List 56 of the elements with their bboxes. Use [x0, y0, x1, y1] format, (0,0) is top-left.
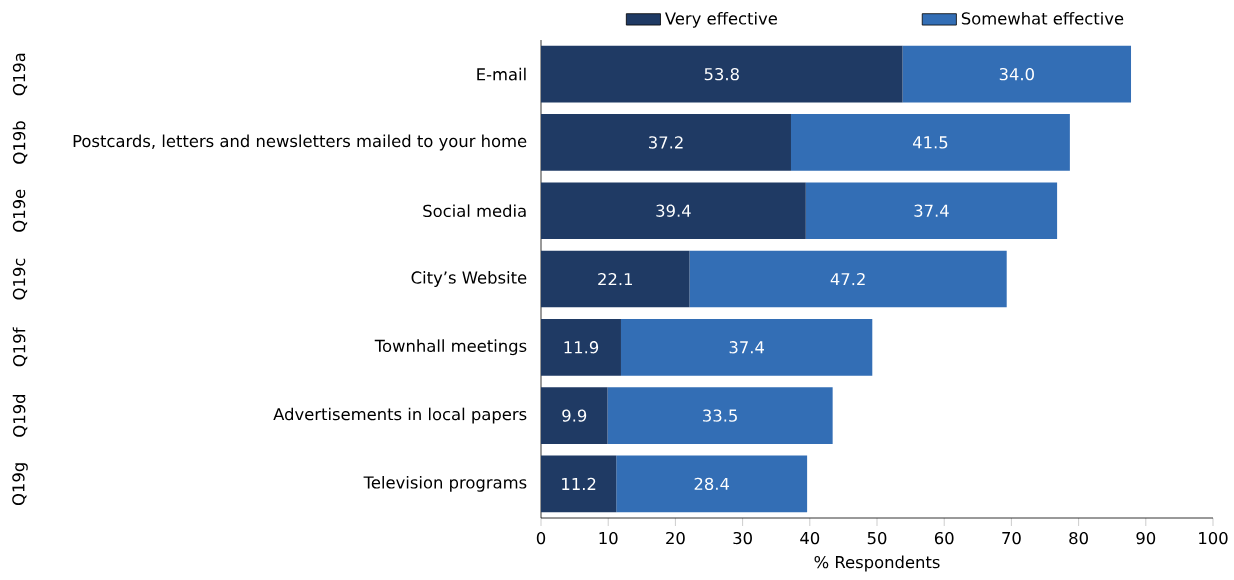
bar: [541, 318, 621, 376]
x-tick-label: 40: [800, 531, 820, 545]
text: Q19f: [12, 327, 28, 367]
data-label: 28.4: [694, 477, 730, 491]
y-tick-label: City’s Website: [411, 271, 527, 287]
bar: [541, 387, 608, 444]
data-label: 22.1: [598, 272, 632, 286]
y-tick-label: Postcards, letters and newsletters mailed to your home: [73, 134, 527, 151]
y-tick-label: Television programs: [363, 475, 527, 492]
data-label: 33.5: [703, 409, 737, 422]
x-tick-label: 20: [666, 531, 685, 545]
y-tick-label: Social media: [423, 204, 526, 218]
x-tick-label: 60: [934, 531, 954, 545]
data-label: 34.0: [999, 67, 1034, 81]
bar: [541, 250, 690, 308]
x-tick-label: 30: [733, 531, 752, 545]
x-tick-label: 10: [599, 531, 618, 545]
text: Q19a: [12, 53, 28, 96]
legend-label: Somewhat effective: [961, 11, 1124, 25]
x-tick-label: 0: [536, 531, 546, 545]
x-tick-label: 50: [867, 531, 887, 545]
bar: [616, 455, 808, 513]
x-tick-label: 80: [1069, 531, 1088, 545]
data-label: 53.8: [704, 67, 739, 81]
x-tick-label: 70: [1002, 531, 1021, 545]
data-label: 9.9: [562, 409, 587, 422]
data-label: 37.4: [729, 341, 764, 354]
data-label: 39.4: [656, 204, 691, 217]
bar: [790, 114, 1070, 171]
y-tick-label: E-mail: [477, 67, 526, 81]
y-tick-label: Advertisements in local papers: [273, 407, 527, 424]
bar: [541, 182, 806, 240]
bar: [689, 250, 1007, 308]
bar: [541, 114, 791, 171]
data-label: 11.9: [564, 341, 599, 354]
bar: [805, 182, 1058, 240]
bar: [607, 387, 833, 444]
data-label: 37.2: [649, 136, 683, 149]
data-label: 11.2: [562, 477, 596, 490]
text: Q19c: [12, 258, 28, 300]
x-tick-label: 90: [1136, 531, 1156, 545]
bar: [902, 45, 1132, 103]
data-label: 41.5: [912, 136, 948, 149]
x-axis-title: % Respondents: [814, 555, 940, 572]
text: Q19g: [12, 463, 28, 506]
text: Q19e: [12, 189, 28, 232]
bar: [620, 318, 873, 376]
text: Q19d: [12, 395, 28, 437]
text: Q19b: [12, 121, 28, 164]
y-tick-label: Townhall meetings: [374, 339, 527, 356]
legend-label: Very effective: [665, 11, 777, 28]
x-tick-label: 100: [1199, 531, 1228, 545]
bar: [541, 455, 617, 513]
data-label: 37.4: [914, 204, 949, 217]
data-label: 47.2: [830, 272, 865, 286]
bar: [541, 45, 903, 103]
